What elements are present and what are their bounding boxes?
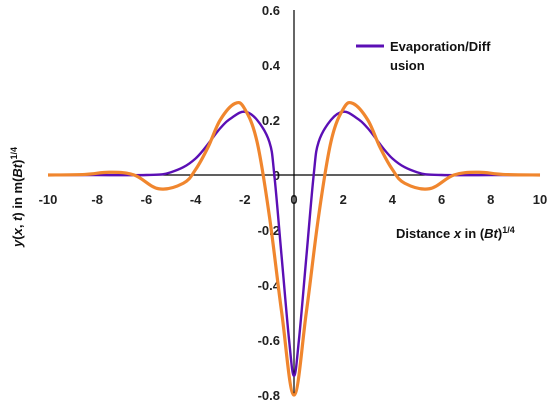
series-layer [47, 100, 541, 397]
y-axis-title: y(x, t) in m(Bt)1/4 [9, 147, 25, 248]
legend-label-line1: Evaporation/Diff [390, 39, 491, 54]
x-tick-label: -2 [239, 192, 251, 207]
x-tick-label: 10 [533, 192, 547, 207]
x-axis-title-text: Distance x in (Bt)1/4 [396, 225, 515, 241]
x-tick-label: -8 [91, 192, 103, 207]
y-tick-label: -0.6 [258, 333, 280, 348]
legend-label-line2: usion [390, 58, 425, 73]
y-axis-title-text: y(x, t) in m(Bt)1/4 [9, 147, 25, 248]
x-tick-label: 4 [389, 192, 397, 207]
y-tick-label: -0.8 [258, 388, 280, 403]
x-axis-title: Distance x in (Bt)1/4 [396, 225, 515, 241]
x-tick-labels: -10-8-6-4-20246810 [39, 192, 548, 207]
series-line-2 [47, 100, 541, 397]
x-tick-label: -4 [190, 192, 202, 207]
x-tick-label: 8 [487, 192, 494, 207]
y-tick-label: -0.4 [258, 278, 281, 293]
x-tick-label: 6 [438, 192, 445, 207]
x-tick-label: 2 [340, 192, 347, 207]
y-tick-label: 0.6 [262, 3, 280, 18]
legend: Evaporation/Diff usion [356, 39, 491, 73]
x-tick-label: -6 [141, 192, 153, 207]
y-tick-label: 0.4 [262, 58, 281, 73]
y-tick-label: 0.2 [262, 113, 280, 128]
x-tick-label: -10 [39, 192, 58, 207]
y-tick-label: -0.2 [258, 223, 280, 238]
